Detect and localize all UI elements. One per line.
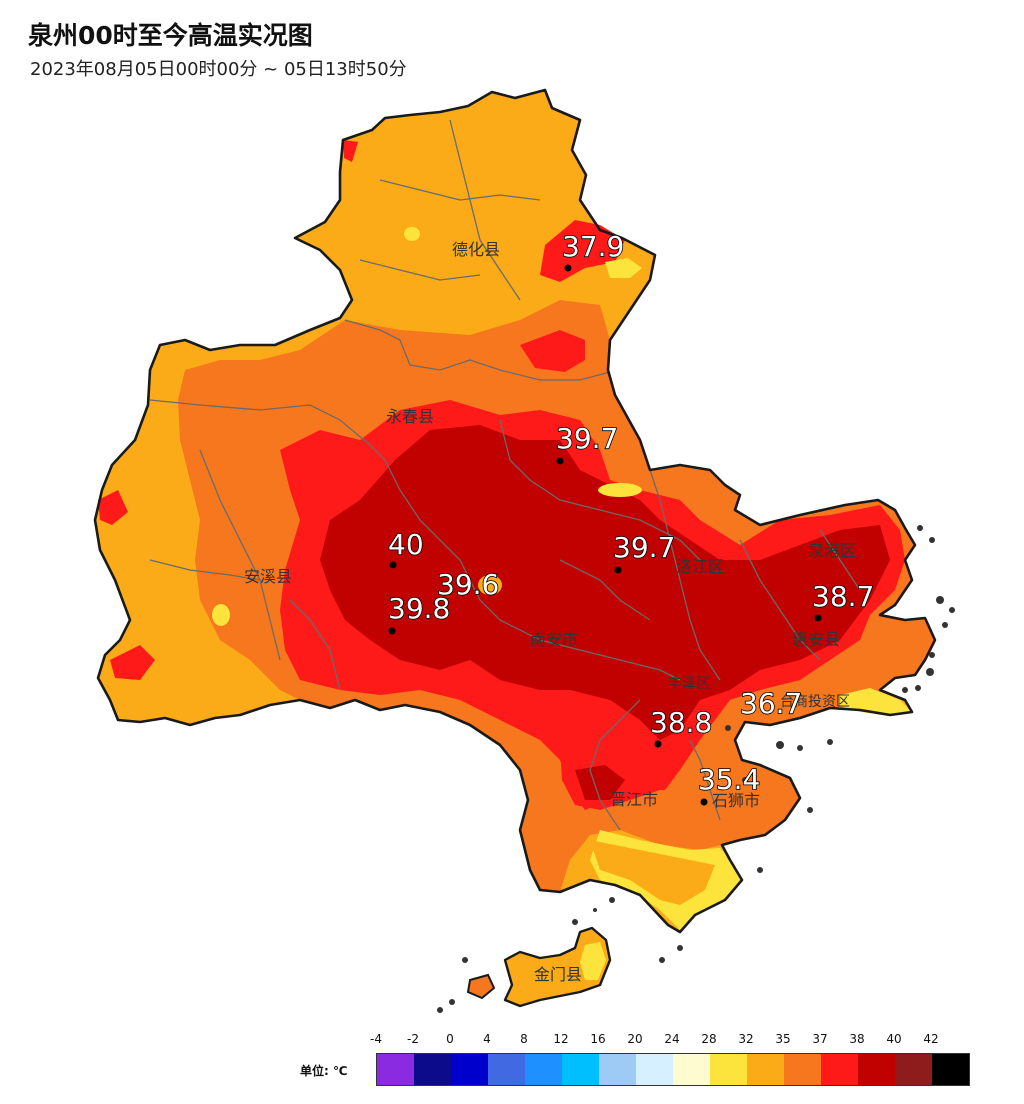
yellow-spot-east xyxy=(598,483,642,497)
legend-tick-label: 20 xyxy=(627,1032,643,1046)
red-pocket-north xyxy=(540,220,625,282)
legend-tick-label: 42 xyxy=(923,1032,939,1046)
county-label-dehua: 德化县 xyxy=(452,240,500,259)
legend-tick-label: 28 xyxy=(701,1032,717,1046)
station-dot xyxy=(700,798,708,806)
legend-tick-label: 32 xyxy=(738,1032,754,1046)
legend-swatch xyxy=(710,1054,747,1085)
yellow-spot-anxi xyxy=(212,604,230,626)
legend-swatch xyxy=(488,1054,525,1085)
station-value-39-6: 39.6 xyxy=(437,568,499,601)
county-boundaries xyxy=(149,119,861,831)
south-lightorange-zone xyxy=(590,840,715,905)
west-red-fringe-2 xyxy=(110,645,155,680)
legend-swatch xyxy=(747,1054,784,1085)
county-label-fengze: 丰泽区 xyxy=(668,676,710,692)
legend-swatch xyxy=(599,1054,636,1085)
jinmen-small-island xyxy=(466,973,496,1000)
legend-swatch xyxy=(821,1054,858,1085)
county-label-shishi: 石狮市 xyxy=(712,791,760,810)
legend-tick-label: 4 xyxy=(483,1032,491,1046)
red-pocket-mid xyxy=(520,330,585,372)
county-label-nanan: 南安市 xyxy=(530,630,578,649)
county-labels: 德化县 永春县 安溪县 南安市 洛江区 泉港区 惠安县 台商投资区 丰泽区 晋江… xyxy=(244,240,856,984)
yellow-spot-center xyxy=(478,575,502,595)
county-label-yongchun: 永春县 xyxy=(386,407,434,426)
legend-swatch xyxy=(636,1054,673,1085)
station-value-35-4: 35.4 xyxy=(698,763,760,796)
legend-swatch xyxy=(562,1054,599,1085)
dark-red-pocket-south xyxy=(575,765,625,800)
station-value-38-8: 38.8 xyxy=(650,706,712,739)
map-subtitle: 2023年08月05日00时00分 ~ 05日13时50分 xyxy=(30,59,407,80)
mainland-outline xyxy=(93,88,937,934)
northwest-red-fringe xyxy=(343,140,358,162)
color-legend: 单位: ℃ -4 -2 0 4 8 12 16 20 24 28 32 35 37 38 40 42 xyxy=(300,1032,1000,1092)
county-label-jinjiang: 晋江市 xyxy=(610,790,658,809)
legend-swatch xyxy=(858,1054,895,1085)
legend-swatch xyxy=(895,1054,932,1085)
dark-red-zone xyxy=(320,425,890,740)
legend-swatch xyxy=(784,1054,821,1085)
legend-swatch xyxy=(414,1054,451,1085)
legend-swatch xyxy=(377,1054,414,1085)
west-red-fringe xyxy=(98,490,128,525)
legend-swatch xyxy=(451,1054,488,1085)
legend-tick-label: 24 xyxy=(664,1032,680,1046)
station-dot xyxy=(389,561,397,569)
station-value-39-8: 39.8 xyxy=(388,592,450,625)
station-value-40: 40 xyxy=(388,528,424,561)
county-label-jinmen: 金门县 xyxy=(534,965,582,984)
county-label-quangang: 泉港区 xyxy=(808,541,856,560)
legend-color-bar xyxy=(376,1053,970,1086)
jinmen-island xyxy=(503,926,612,1008)
legend-tick-label: -4 xyxy=(370,1032,382,1046)
temperature-map: 德化县 永春县 安溪县 南安市 洛江区 泉港区 惠安县 台商投资区 丰泽区 晋江… xyxy=(93,88,955,1013)
coastal-islets xyxy=(437,525,955,1013)
legend-tick-label: 37 xyxy=(812,1032,828,1046)
map-title: 泉州00时至今高温实况图 xyxy=(28,21,313,50)
legend-swatch xyxy=(525,1054,562,1085)
station-dot xyxy=(556,457,564,465)
legend-unit-label: 单位: ℃ xyxy=(300,1064,348,1078)
station-dot xyxy=(614,566,622,574)
legend-tick-label: -2 xyxy=(407,1032,419,1046)
legend-tick-label: 12 xyxy=(553,1032,569,1046)
legend-tick-label: 8 xyxy=(520,1032,528,1046)
legend-tick-label: 35 xyxy=(775,1032,791,1046)
county-label-luojiang: 洛江区 xyxy=(676,557,724,576)
station-value-39-7-a: 39.7 xyxy=(556,422,618,455)
legend-tick-label: 38 xyxy=(849,1032,865,1046)
legend-tick-label: 40 xyxy=(886,1032,902,1046)
station-value-39-7-b: 39.7 xyxy=(613,531,675,564)
station-dot xyxy=(654,740,662,748)
county-label-taishang: 台商投资区 xyxy=(780,694,850,710)
jinmen-yellow-zone xyxy=(580,942,606,980)
station-dot xyxy=(814,614,822,622)
legend-swatch xyxy=(932,1054,969,1085)
station-dots xyxy=(388,264,822,806)
station-value-36-7: 36.7 xyxy=(740,687,802,720)
legend-tick-row: -4 -2 0 4 8 12 16 20 24 28 32 35 37 38 40 42 xyxy=(370,1032,996,1050)
station-dot xyxy=(388,627,396,635)
county-label-huian: 惠安县 xyxy=(792,630,840,649)
yellow-pocket-north xyxy=(605,258,642,278)
legend-tick-label: 0 xyxy=(446,1032,454,1046)
yellow-spot-dehua xyxy=(404,227,420,241)
legend-tick-label: 16 xyxy=(590,1032,606,1046)
station-value-38-7: 38.7 xyxy=(812,580,874,613)
station-dot xyxy=(564,264,572,272)
county-label-anxi: 安溪县 xyxy=(244,567,292,586)
station-values: 37.9 39.7 40 39.6 39.8 39.7 38.7 36.7 38… xyxy=(387,229,875,797)
legend-swatch xyxy=(673,1054,710,1085)
station-value-37-9: 37.9 xyxy=(562,230,624,263)
